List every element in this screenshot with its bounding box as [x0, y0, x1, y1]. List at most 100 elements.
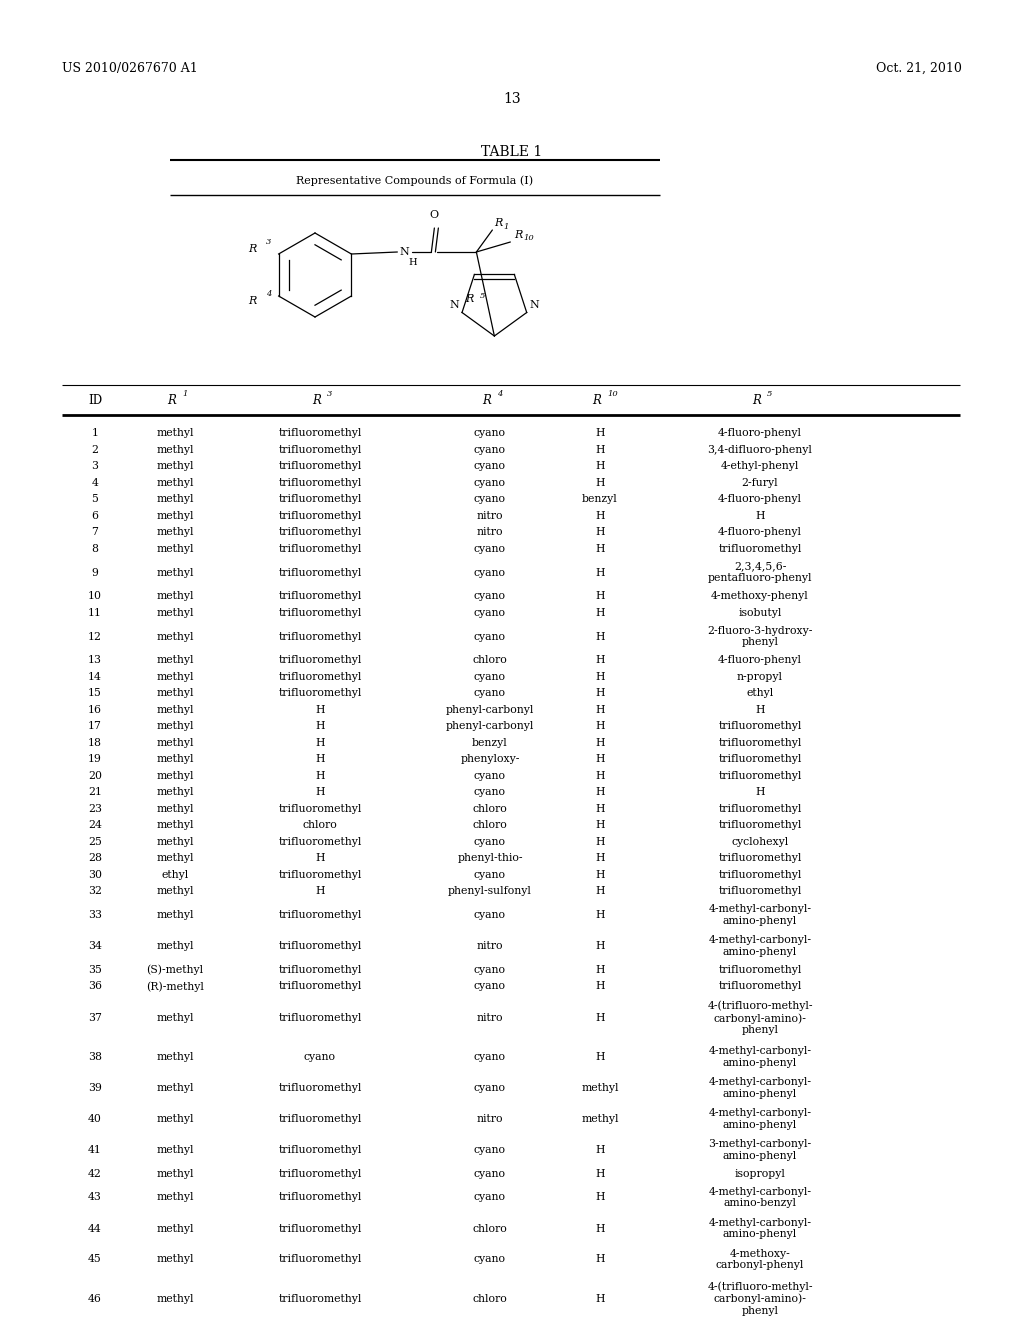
Text: H: H: [315, 771, 325, 780]
Text: methyl: methyl: [157, 804, 194, 813]
Text: N: N: [450, 300, 459, 309]
Text: chloro: chloro: [303, 820, 337, 830]
Text: cyano: cyano: [474, 909, 506, 920]
Text: 40: 40: [88, 1114, 102, 1125]
Text: 10: 10: [523, 234, 535, 242]
Text: H: H: [595, 870, 605, 879]
Text: trifluoromethyl: trifluoromethyl: [279, 631, 361, 642]
Text: H: H: [595, 428, 605, 438]
Text: trifluoromethyl: trifluoromethyl: [279, 527, 361, 537]
Text: cyano: cyano: [474, 591, 506, 601]
Text: cyano: cyano: [474, 1192, 506, 1203]
Text: methyl: methyl: [157, 705, 194, 714]
Text: trifluoromethyl: trifluoromethyl: [279, 941, 361, 950]
Text: R: R: [248, 244, 257, 253]
Text: chloro: chloro: [473, 1294, 507, 1304]
Text: H: H: [595, 631, 605, 642]
Text: ID: ID: [88, 393, 102, 407]
Text: trifluoromethyl: trifluoromethyl: [718, 965, 802, 974]
Text: methyl: methyl: [157, 494, 194, 504]
Text: 21: 21: [88, 787, 102, 797]
Text: H: H: [595, 1012, 605, 1023]
Text: R: R: [514, 230, 522, 240]
Text: 4-fluoro-phenyl: 4-fluoro-phenyl: [718, 527, 802, 537]
Text: methyl: methyl: [157, 837, 194, 846]
Text: cyano: cyano: [474, 965, 506, 974]
Text: H: H: [595, 568, 605, 578]
Text: methyl: methyl: [157, 631, 194, 642]
Text: phenyl-carbonyl: phenyl-carbonyl: [445, 705, 535, 714]
Text: chloro: chloro: [473, 1224, 507, 1233]
Text: H: H: [595, 820, 605, 830]
Text: 5: 5: [767, 389, 772, 399]
Text: cyano: cyano: [474, 688, 506, 698]
Text: methyl: methyl: [157, 721, 194, 731]
Text: isopropyl: isopropyl: [734, 1168, 785, 1179]
Text: 13: 13: [503, 92, 521, 106]
Text: 11: 11: [88, 607, 102, 618]
Text: 3: 3: [265, 238, 271, 246]
Text: benzyl: benzyl: [472, 738, 508, 747]
Text: 6: 6: [91, 511, 98, 521]
Text: trifluoromethyl: trifluoromethyl: [718, 544, 802, 554]
Text: 4-methyl-carbonyl-
amino-phenyl: 4-methyl-carbonyl- amino-phenyl: [709, 1077, 811, 1098]
Text: H: H: [595, 511, 605, 521]
Text: trifluoromethyl: trifluoromethyl: [279, 1192, 361, 1203]
Text: H: H: [315, 705, 325, 714]
Text: H: H: [756, 787, 765, 797]
Text: 4-methoxy-
carbonyl-phenyl: 4-methoxy- carbonyl-phenyl: [716, 1249, 804, 1270]
Text: 23: 23: [88, 804, 102, 813]
Text: trifluoromethyl: trifluoromethyl: [279, 428, 361, 438]
Text: methyl: methyl: [157, 1114, 194, 1125]
Text: Oct. 21, 2010: Oct. 21, 2010: [877, 62, 962, 75]
Text: 4-methyl-carbonyl-
amino-benzyl: 4-methyl-carbonyl- amino-benzyl: [709, 1187, 811, 1208]
Text: 24: 24: [88, 820, 102, 830]
Text: trifluoromethyl: trifluoromethyl: [279, 981, 361, 991]
Text: H: H: [595, 445, 605, 455]
Text: 3: 3: [91, 461, 98, 471]
Text: chloro: chloro: [473, 804, 507, 813]
Text: 36: 36: [88, 981, 102, 991]
Text: methyl: methyl: [157, 820, 194, 830]
Text: 33: 33: [88, 909, 102, 920]
Text: 8: 8: [91, 544, 98, 554]
Text: trifluoromethyl: trifluoromethyl: [718, 771, 802, 780]
Text: H: H: [595, 721, 605, 731]
Text: cyano: cyano: [474, 1254, 506, 1265]
Text: trifluoromethyl: trifluoromethyl: [279, 1254, 361, 1265]
Text: methyl: methyl: [582, 1082, 618, 1093]
Text: trifluoromethyl: trifluoromethyl: [279, 607, 361, 618]
Text: phenyl-sulfonyl: phenyl-sulfonyl: [449, 886, 531, 896]
Text: H: H: [315, 886, 325, 896]
Text: methyl: methyl: [157, 544, 194, 554]
Text: H: H: [756, 511, 765, 521]
Text: 4: 4: [497, 389, 503, 399]
Text: trifluoromethyl: trifluoromethyl: [718, 853, 802, 863]
Text: methyl: methyl: [157, 738, 194, 747]
Text: H: H: [595, 1294, 605, 1304]
Text: 42: 42: [88, 1168, 102, 1179]
Text: H: H: [595, 672, 605, 681]
Text: 37: 37: [88, 1012, 102, 1023]
Text: cyano: cyano: [474, 1168, 506, 1179]
Text: 13: 13: [88, 655, 102, 665]
Text: methyl: methyl: [157, 1254, 194, 1265]
Text: nitro: nitro: [477, 941, 503, 950]
Text: cyano: cyano: [474, 568, 506, 578]
Text: 4-fluoro-phenyl: 4-fluoro-phenyl: [718, 494, 802, 504]
Text: 1: 1: [504, 223, 509, 231]
Text: H: H: [595, 787, 605, 797]
Text: H: H: [595, 1144, 605, 1155]
Text: 7: 7: [91, 527, 98, 537]
Text: 4-methyl-carbonyl-
amino-phenyl: 4-methyl-carbonyl- amino-phenyl: [709, 935, 811, 957]
Text: cyano: cyano: [474, 1082, 506, 1093]
Text: trifluoromethyl: trifluoromethyl: [279, 1168, 361, 1179]
Text: trifluoromethyl: trifluoromethyl: [279, 965, 361, 974]
Text: trifluoromethyl: trifluoromethyl: [718, 721, 802, 731]
Text: 32: 32: [88, 886, 102, 896]
Text: H: H: [595, 655, 605, 665]
Text: methyl: methyl: [157, 1052, 194, 1063]
Text: H: H: [595, 837, 605, 846]
Text: R: R: [168, 393, 176, 407]
Text: 4-methoxy-phenyl: 4-methoxy-phenyl: [711, 591, 809, 601]
